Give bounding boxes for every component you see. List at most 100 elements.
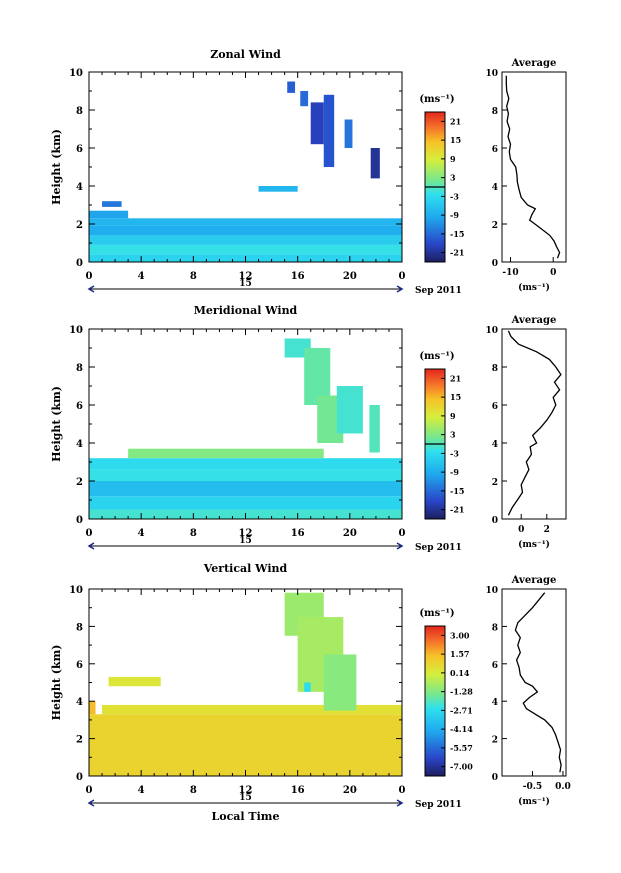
panel-title: Zonal Wind <box>210 48 281 61</box>
average-y-tick-label: 10 <box>485 586 498 596</box>
y-tick-label: 2 <box>76 220 83 231</box>
data-cell <box>304 682 311 692</box>
average-y-tick-label: 0 <box>492 773 498 783</box>
average-title: Average <box>511 58 557 69</box>
date-arrow-left <box>87 285 95 293</box>
panel-title: Meridional Wind <box>194 304 298 317</box>
average-frame <box>501 328 567 520</box>
data-cell <box>370 148 380 179</box>
colorbar-tick-label: -15 <box>450 229 464 239</box>
y-axis-label: Height (km) <box>50 645 63 721</box>
y-tick-label: 8 <box>76 363 83 374</box>
average-y-tick-label: 10 <box>485 326 498 336</box>
average-x-tick-label: 0 <box>550 268 556 278</box>
y-tick-label: 2 <box>76 735 83 746</box>
date-label: Sep 2011 <box>415 800 462 810</box>
colorbar-tick-label: -9 <box>450 210 459 220</box>
colorbar-tick-label: -21 <box>450 248 464 258</box>
colorbar-unit: (ms⁻¹) <box>419 608 454 619</box>
x-tick-label: 0 <box>399 271 406 282</box>
date-marker: 15 <box>239 279 252 289</box>
average-x-label: (ms⁻¹) <box>518 796 550 807</box>
y-tick-label: 10 <box>69 68 83 79</box>
average-x-tick-label: -0.5 <box>523 782 542 792</box>
x-tick-label: 0 <box>399 528 406 539</box>
colorbar-tick-label: -3 <box>450 191 459 201</box>
x-tick-label: 8 <box>190 785 197 796</box>
colorbar-tick-label: 3 <box>450 430 456 440</box>
average-x-tick-label: 0 <box>518 525 524 535</box>
x-tick-label: 20 <box>343 271 357 282</box>
average-profile-line <box>507 330 562 516</box>
data-cell <box>89 496 402 510</box>
colorbar-tick-label: 9 <box>450 411 456 421</box>
average-y-tick-label: 2 <box>492 736 498 746</box>
colorbar-tick-label: 21 <box>450 116 461 126</box>
y-tick-label: 8 <box>76 106 83 117</box>
data-cell <box>258 186 298 192</box>
data-cell <box>323 654 357 711</box>
data-cell <box>310 102 324 145</box>
x-tick-label: 12 <box>239 528 253 539</box>
data-cell <box>102 201 122 207</box>
colorbar-tick-label: 0.14 <box>450 668 470 678</box>
panel-title: Vertical Wind <box>203 562 288 575</box>
average-x-tick-label: 2 <box>544 525 550 535</box>
y-tick-label: 6 <box>76 144 83 155</box>
average-y-tick-label: 6 <box>492 402 498 412</box>
average-y-tick-label: 8 <box>492 107 498 117</box>
average-frame <box>501 71 567 263</box>
average-y-tick-label: 2 <box>492 478 498 488</box>
x-tick-label: 8 <box>190 528 197 539</box>
average-y-tick-label: 0 <box>492 259 498 269</box>
average-profile-line <box>514 592 562 773</box>
data-cell <box>89 210 129 219</box>
x-tick-label: 4 <box>138 785 145 796</box>
average-title: Average <box>511 575 557 586</box>
data-cell <box>369 405 380 453</box>
average-x-label: (ms⁻¹) <box>518 282 550 293</box>
y-tick-label: 0 <box>76 515 83 526</box>
colorbar-tick-label: 1.57 <box>450 649 469 659</box>
average-y-tick-label: 4 <box>492 698 498 708</box>
data-cell <box>300 91 309 107</box>
x-tick-label: 20 <box>343 785 357 796</box>
data-cell <box>108 676 161 687</box>
y-tick-label: 10 <box>69 585 83 596</box>
x-tick-label: 16 <box>291 528 305 539</box>
average-y-tick-label: 6 <box>492 145 498 155</box>
date-arrow-right <box>396 542 404 550</box>
colorbar-tick-label: -5.57 <box>450 743 473 753</box>
average-y-tick-label: 0 <box>492 516 498 526</box>
data-cell <box>336 386 363 434</box>
y-tick-label: 8 <box>76 622 83 633</box>
data-cell <box>323 94 335 167</box>
x-tick-label: 16 <box>291 271 305 282</box>
x-tick-label: 8 <box>190 271 197 282</box>
colorbar <box>424 625 446 777</box>
x-tick-label: 0 <box>86 785 93 796</box>
date-marker: 15 <box>239 536 252 546</box>
data-cell <box>89 218 402 226</box>
x-tick-label: 0 <box>86 528 93 539</box>
y-tick-label: 4 <box>76 439 83 450</box>
date-arrow-right <box>396 799 404 807</box>
y-axis-label: Height (km) <box>50 129 63 205</box>
average-x-tick-label: 0.0 <box>555 782 571 792</box>
data-cell <box>89 714 402 776</box>
colorbar-tick-label: 9 <box>450 154 456 164</box>
average-y-tick-label: 4 <box>492 183 498 193</box>
data-cell <box>89 225 402 236</box>
colorbar-tick-label: -1.28 <box>450 687 473 697</box>
data-cell <box>102 704 403 715</box>
x-tick-label: 12 <box>239 785 253 796</box>
average-y-tick-label: 4 <box>492 440 498 450</box>
colorbar-tick-label: 21 <box>450 373 461 383</box>
colorbar-tick-label: -2.71 <box>450 705 473 715</box>
date-marker: 15 <box>239 793 252 803</box>
y-axis-label: Height (km) <box>50 386 63 462</box>
data-cell <box>89 458 402 470</box>
